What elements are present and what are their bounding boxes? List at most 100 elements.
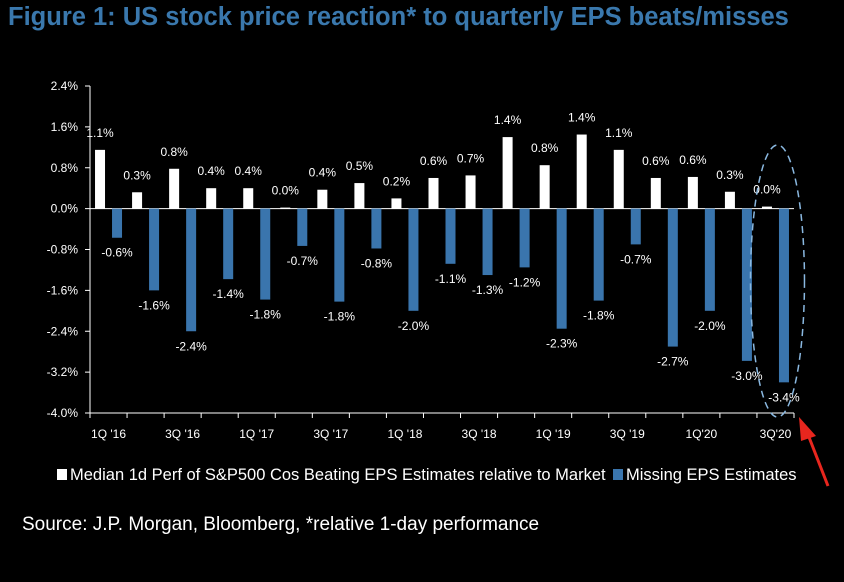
- legend-swatch-beat: [57, 469, 67, 480]
- beat-value-label: 0.3%: [716, 168, 744, 182]
- miss-bar: [149, 208, 160, 291]
- beat-bar: [687, 176, 698, 209]
- miss-value-label: -2.4%: [175, 339, 207, 353]
- x-tick-label: 1Q '16: [91, 427, 126, 441]
- beat-bar: [613, 149, 624, 209]
- x-tick-label: 1Q '18: [387, 427, 422, 441]
- miss-bar: [112, 208, 123, 238]
- miss-bar: [297, 208, 308, 246]
- beat-value-label: 0.8%: [531, 141, 559, 155]
- beat-bar: [539, 165, 550, 209]
- miss-bar: [667, 208, 678, 347]
- highlight-annotation: [749, 144, 830, 487]
- miss-bar: [593, 208, 604, 301]
- x-tick-label: 3Q'20: [760, 427, 792, 441]
- miss-bar: [445, 208, 456, 264]
- chart-bars: [95, 134, 789, 383]
- beat-bar: [502, 137, 513, 209]
- miss-bar: [556, 208, 567, 329]
- beat-bar: [650, 177, 661, 209]
- beat-value-label: 0.6%: [642, 154, 670, 168]
- y-tick-label: -1.6%: [47, 283, 79, 297]
- miss-value-label: -0.6%: [101, 246, 133, 260]
- miss-bar: [334, 208, 345, 302]
- miss-value-label: -0.8%: [361, 256, 393, 270]
- miss-value-label: -0.7%: [620, 252, 652, 266]
- miss-bar: [408, 208, 419, 311]
- beat-bar: [243, 188, 254, 209]
- miss-value-label: -2.7%: [657, 355, 689, 369]
- miss-value-label: -1.3%: [472, 283, 504, 297]
- highlight-ellipse: [749, 144, 806, 418]
- beat-bar: [428, 177, 439, 209]
- miss-bar: [260, 208, 271, 300]
- beat-value-label: 0.7%: [457, 151, 485, 165]
- beat-value-label: 0.5%: [346, 159, 374, 173]
- beat-bar: [354, 183, 365, 209]
- legend-label-beat: Median 1d Perf of S&P500 Cos Beating EPS…: [70, 466, 606, 484]
- chart-title: Figure 1: US stock price reaction* to qu…: [8, 3, 789, 31]
- miss-value-label: -2.3%: [546, 337, 578, 351]
- miss-bar: [482, 208, 493, 276]
- data-labels: 1.1% -0.6% 0.3% -1.6% 0.8% -2.4% 0.4% -1.4% 0.4%…: [86, 111, 800, 405]
- y-tick-label: 0.0%: [51, 202, 79, 216]
- miss-value-label: -3.4%: [768, 390, 800, 404]
- x-tick-label: 3Q '16: [165, 427, 200, 441]
- beat-value-label: 0.0%: [753, 183, 781, 197]
- miss-bar: [371, 208, 382, 249]
- x-tick-label: 3Q '19: [610, 427, 645, 441]
- miss-value-label: -0.7%: [287, 254, 319, 268]
- beat-value-label: 0.4%: [235, 164, 263, 178]
- beat-bar: [576, 134, 587, 209]
- miss-bar: [741, 208, 752, 361]
- y-tick-label: 0.8%: [51, 161, 79, 175]
- beat-bar: [761, 206, 772, 209]
- miss-value-label: -1.2%: [509, 275, 541, 289]
- beat-value-label: 1.4%: [568, 111, 596, 125]
- y-tick-label: -4.0%: [47, 406, 79, 420]
- miss-bar: [630, 208, 641, 245]
- x-tick-label: 3Q '17: [313, 427, 348, 441]
- beat-bar: [391, 198, 402, 209]
- red-arrow-head: [799, 417, 816, 441]
- legend-swatch-miss: [613, 469, 623, 480]
- miss-bar: [519, 208, 530, 268]
- red-arrow-shaft: [805, 431, 830, 487]
- beat-value-label: 1.1%: [605, 126, 633, 140]
- x-tick-label: 1Q '19: [536, 427, 571, 441]
- beat-value-label: 0.6%: [679, 153, 707, 167]
- legend-label-miss: Missing EPS Estimates: [626, 466, 797, 484]
- miss-value-label: -2.0%: [694, 319, 726, 333]
- beat-bar: [206, 188, 217, 209]
- miss-value-label: -1.1%: [435, 272, 467, 286]
- y-tick-label: -2.4%: [47, 324, 79, 338]
- beat-value-label: 1.1%: [86, 126, 114, 140]
- x-tick-label: 3Q '18: [462, 427, 497, 441]
- miss-bar: [186, 208, 197, 332]
- miss-value-label: -1.8%: [583, 309, 615, 323]
- x-tick-label: 1Q '17: [239, 427, 274, 441]
- chart-legend: Median 1d Perf of S&P500 Cos Beating EPS…: [57, 466, 797, 484]
- miss-value-label: -1.8%: [250, 308, 282, 322]
- beat-bar: [95, 149, 106, 209]
- beat-bar: [465, 175, 476, 209]
- beat-bar: [169, 168, 180, 209]
- beat-value-label: 0.4%: [198, 164, 226, 178]
- beat-value-label: 0.3%: [123, 168, 151, 182]
- y-tick-label: 1.6%: [51, 120, 79, 134]
- beat-bar: [724, 191, 735, 209]
- miss-bar: [778, 208, 789, 383]
- source-note: Source: J.P. Morgan, Bloomberg, *relativ…: [22, 514, 540, 535]
- miss-value-label: -1.4%: [213, 287, 245, 301]
- beat-bar: [280, 207, 291, 209]
- beat-value-label: 0.8%: [160, 145, 188, 159]
- miss-bar: [704, 208, 715, 311]
- y-tick-label: -3.2%: [47, 365, 79, 379]
- y-tick-label: 2.4%: [51, 79, 79, 93]
- beat-value-label: 0.4%: [309, 166, 337, 180]
- miss-value-label: -3.0%: [731, 369, 763, 383]
- beat-value-label: 0.6%: [420, 154, 448, 168]
- miss-value-label: -1.8%: [324, 310, 356, 324]
- miss-value-label: -2.0%: [398, 319, 430, 333]
